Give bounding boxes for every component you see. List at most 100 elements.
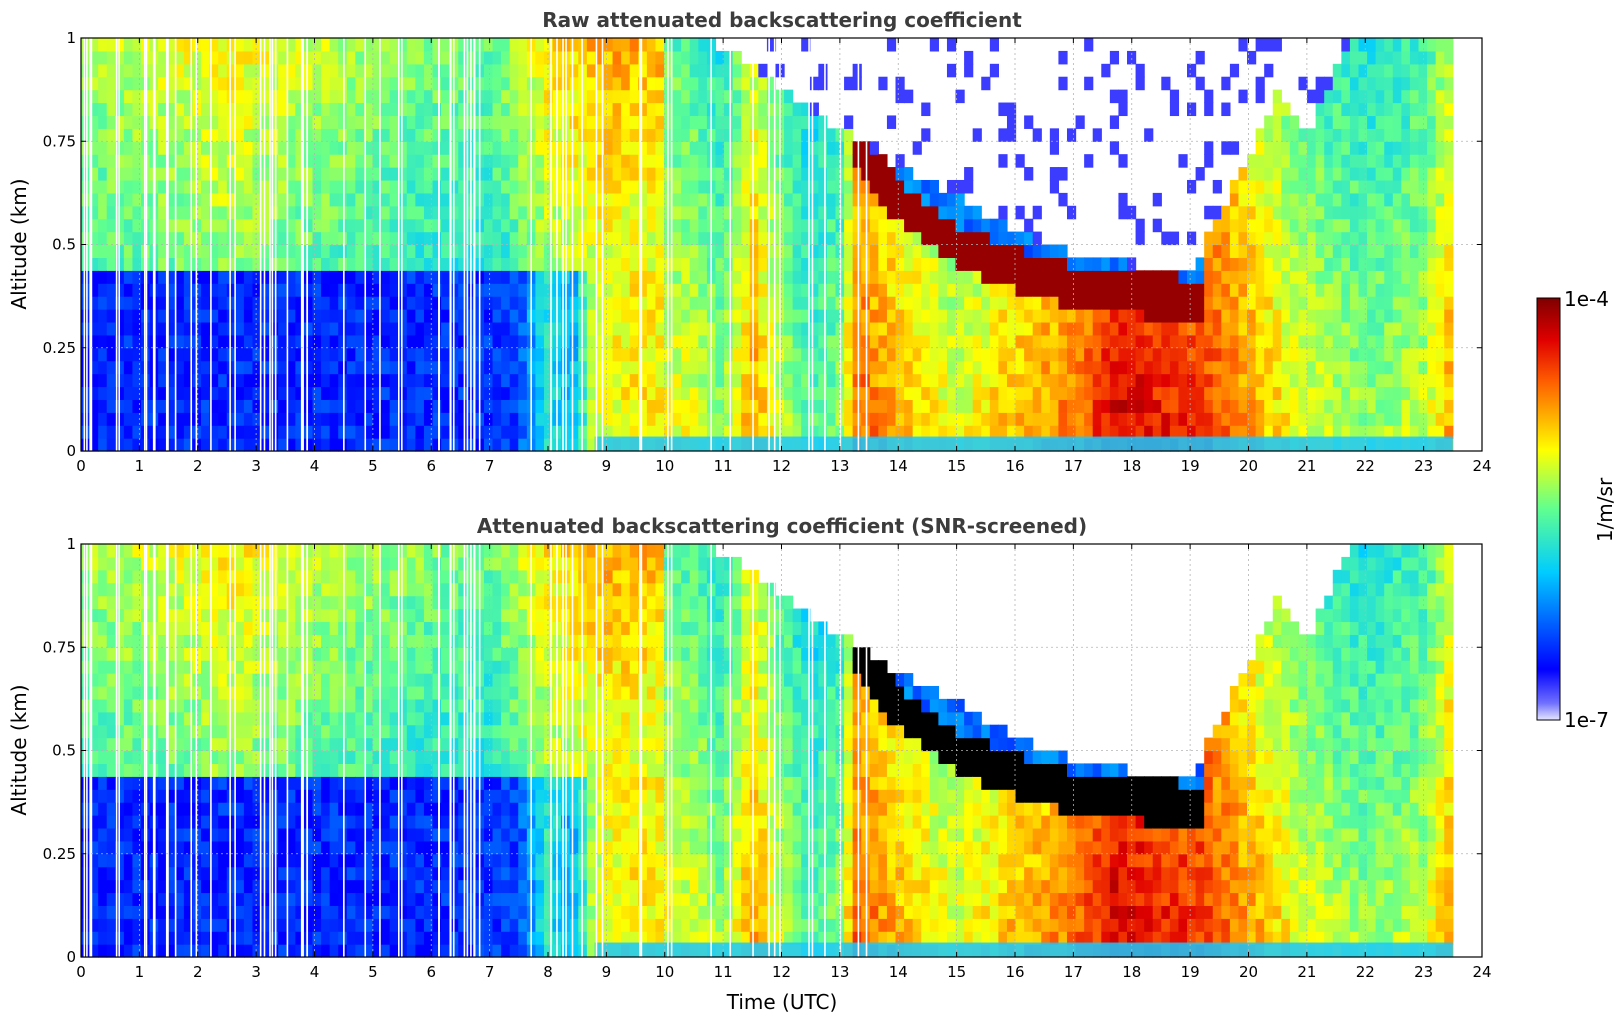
- heatmap-cell: [535, 244, 545, 259]
- heatmap-cell: [1289, 309, 1300, 323]
- data-gap-stripe: [174, 38, 177, 451]
- heatmap-cell: [158, 76, 168, 91]
- heatmap-cell: [741, 205, 751, 220]
- heatmap-cell: [329, 192, 339, 207]
- heatmap-cell: [1221, 244, 1231, 259]
- heatmap-cell: [1307, 257, 1317, 271]
- heatmap-cell: [209, 50, 219, 65]
- heatmap-cell: [141, 373, 151, 388]
- heatmap-cell: [372, 386, 382, 400]
- heatmap-cell: [218, 50, 228, 65]
- heatmap-cell: [1315, 399, 1325, 413]
- heatmap-cell: [1332, 115, 1342, 129]
- heatmap-cell: [1247, 154, 1257, 168]
- heatmap-cell: [286, 386, 296, 400]
- heatmap-cell: [732, 347, 742, 362]
- heatmap-cell: [372, 50, 382, 65]
- heatmap-cell: [1092, 399, 1102, 413]
- heatmap-cell: [681, 270, 691, 284]
- heatmap-cell: [818, 167, 828, 181]
- heatmap-cell: [629, 373, 639, 388]
- heatmap-cell: [1015, 360, 1025, 375]
- heatmap-cell: [604, 309, 614, 323]
- heatmap-cell: [732, 309, 742, 323]
- heatmap-cell: [218, 244, 228, 259]
- heatmap-cell: [1092, 360, 1102, 375]
- heatmap-cell: [158, 218, 168, 233]
- heatmap-cell: [1264, 244, 1274, 259]
- heatmap-cell: [346, 309, 356, 323]
- heatmap-cell: [123, 660, 134, 674]
- heatmap-cell: [132, 737, 142, 752]
- heatmap-cell: [286, 128, 296, 142]
- data-gap-stripe: [470, 38, 472, 451]
- heatmap-cell: [612, 205, 622, 220]
- heatmap-cell: [672, 334, 682, 349]
- heatmap-cell: [1135, 63, 1145, 78]
- heatmap-cell: [938, 283, 948, 297]
- heatmap-cell: [1409, 205, 1420, 220]
- heatmap-cell: [89, 595, 99, 610]
- heatmap-cell: [81, 853, 91, 868]
- heatmap-cell: [329, 270, 339, 284]
- heatmap-cell: [1358, 205, 1368, 220]
- heatmap-cell: [132, 621, 142, 635]
- heatmap-cell: [406, 128, 416, 142]
- heatmap-cell: [621, 63, 631, 78]
- heatmap-cell: [921, 179, 931, 194]
- heatmap-cell: [1041, 360, 1051, 375]
- heatmap-cell: [1058, 309, 1068, 323]
- heatmap-cell: [261, 38, 271, 52]
- heatmap-cell: [209, 321, 219, 336]
- heatmap-cell: [1409, 412, 1420, 426]
- heatmap-cell: [261, 360, 271, 375]
- heatmap-cell: [689, 309, 699, 323]
- heatmap-cell: [1375, 115, 1385, 129]
- heatmap-cell: [201, 360, 211, 375]
- heatmap-cell: [689, 244, 699, 259]
- heatmap-cell: [689, 154, 699, 168]
- heatmap-cell: [809, 296, 819, 310]
- heatmap-cell: [535, 399, 545, 413]
- heatmap-cell: [1024, 283, 1034, 297]
- heatmap-cell: [226, 244, 236, 259]
- heatmap-cell: [175, 438, 185, 452]
- heatmap-cell: [218, 270, 228, 284]
- heatmap-cell: [1229, 257, 1240, 271]
- heatmap-cell: [141, 815, 151, 829]
- heatmap-cell: [81, 399, 91, 413]
- heatmap-cell: [604, 154, 614, 168]
- heatmap-cell: [132, 556, 142, 571]
- heatmap-cell: [1375, 386, 1385, 400]
- heatmap-cell: [1392, 141, 1402, 155]
- heatmap-cell: [878, 399, 888, 413]
- heatmap-cell: [123, 386, 134, 400]
- heatmap-cell: [415, 399, 425, 413]
- heatmap-cell: [166, 347, 176, 362]
- heatmap-cell: [586, 360, 597, 375]
- heatmap-cell: [123, 879, 134, 894]
- heatmap-cell: [1066, 205, 1077, 220]
- heatmap-cell: [389, 347, 399, 362]
- heatmap-cell: [741, 257, 751, 271]
- heatmap-cell: [604, 38, 614, 52]
- heatmap-cell: [1367, 179, 1377, 194]
- heatmap-cell: [1247, 205, 1257, 220]
- heatmap-cell: [1109, 386, 1120, 400]
- heatmap-cell: [406, 115, 416, 129]
- heatmap-cell: [1418, 231, 1428, 246]
- heatmap-cell: [1315, 296, 1325, 310]
- heatmap-cell: [1109, 257, 1120, 271]
- heatmap-cell: [501, 244, 511, 259]
- heatmap-cell: [1315, 76, 1325, 91]
- heatmap-cell: [1015, 412, 1025, 426]
- heatmap-cell: [89, 789, 99, 803]
- heatmap-cell: [89, 556, 99, 571]
- heatmap-cell: [81, 50, 91, 65]
- heatmap-cell: [895, 296, 905, 310]
- heatmap-cell: [698, 128, 708, 142]
- heatmap-cell: [398, 257, 408, 271]
- heatmap-cell: [329, 76, 339, 91]
- heatmap-cell: [1152, 218, 1162, 233]
- heatmap-cell: [158, 373, 168, 388]
